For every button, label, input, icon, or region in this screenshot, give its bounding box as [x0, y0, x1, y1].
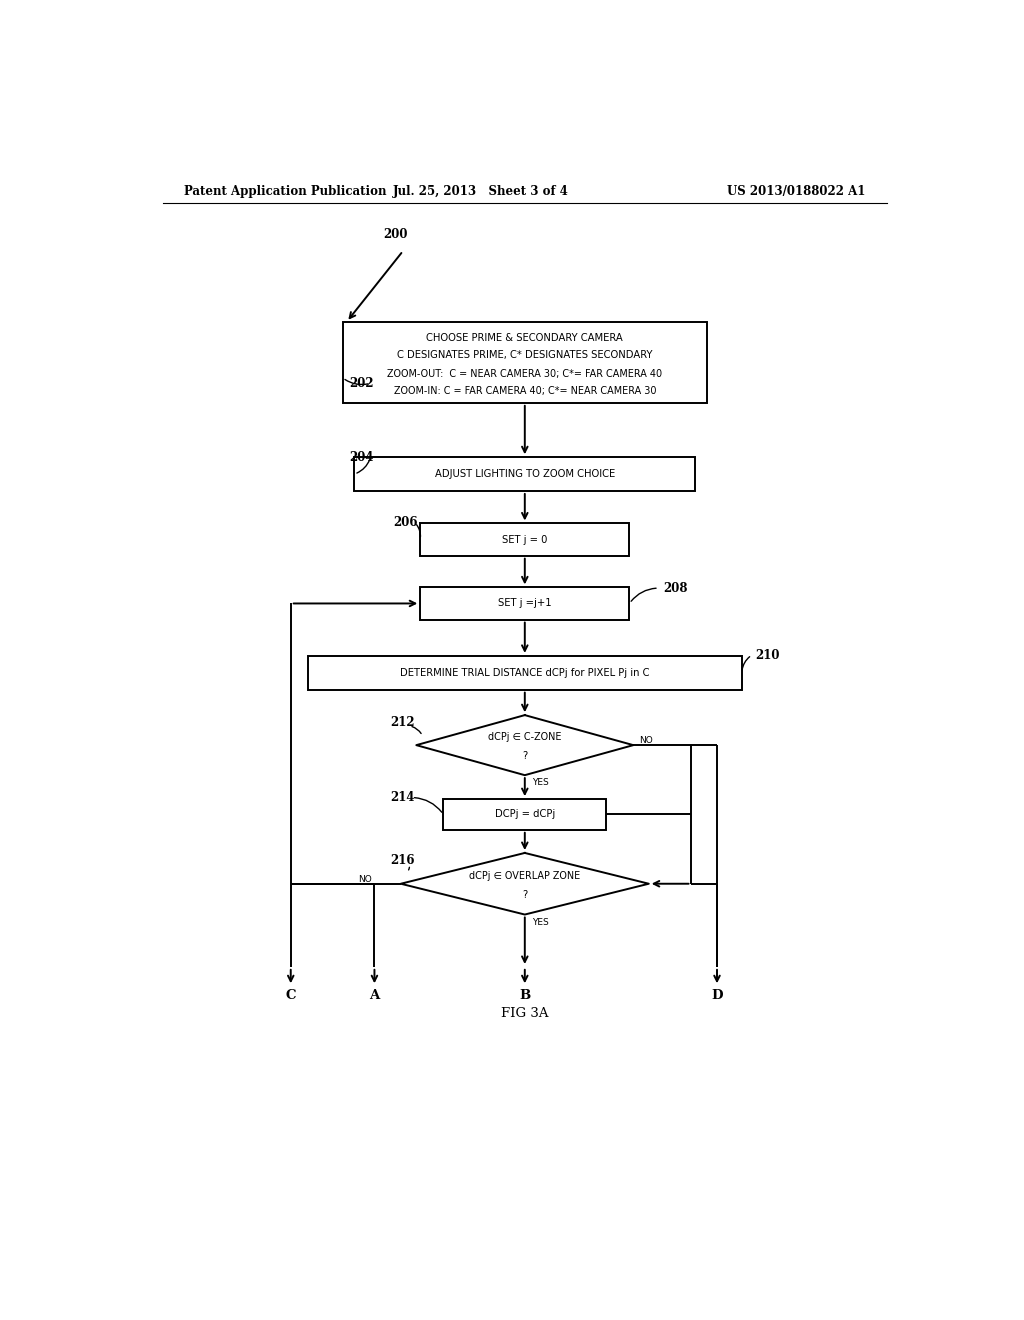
- Text: US 2013/0188022 A1: US 2013/0188022 A1: [727, 185, 866, 198]
- Text: 206: 206: [393, 516, 418, 529]
- Text: ZOOM-IN: C = FAR CAMERA 40; C*= NEAR CAMERA 30: ZOOM-IN: C = FAR CAMERA 40; C*= NEAR CAM…: [393, 385, 656, 396]
- Text: 202: 202: [349, 376, 374, 389]
- Text: NO: NO: [639, 737, 652, 744]
- FancyBboxPatch shape: [354, 457, 695, 491]
- Text: ?: ?: [522, 890, 527, 899]
- Text: A: A: [370, 989, 380, 1002]
- Text: NO: NO: [358, 875, 372, 883]
- Text: Jul. 25, 2013   Sheet 3 of 4: Jul. 25, 2013 Sheet 3 of 4: [392, 185, 568, 198]
- Text: ZOOM-OUT:  C = NEAR CAMERA 30; C*= FAR CAMERA 40: ZOOM-OUT: C = NEAR CAMERA 30; C*= FAR CA…: [387, 370, 663, 379]
- Text: YES: YES: [532, 779, 549, 787]
- Text: SET j = 0: SET j = 0: [502, 535, 548, 545]
- Text: Patent Application Publication: Patent Application Publication: [183, 185, 386, 198]
- Text: B: B: [519, 989, 530, 1002]
- Text: 210: 210: [756, 648, 780, 661]
- Text: C DESIGNATES PRIME, C* DESIGNATES SECONDARY: C DESIGNATES PRIME, C* DESIGNATES SECOND…: [397, 350, 652, 360]
- Text: 200: 200: [384, 228, 409, 240]
- FancyBboxPatch shape: [420, 587, 630, 619]
- FancyBboxPatch shape: [308, 656, 741, 689]
- Text: ?: ?: [522, 751, 527, 760]
- FancyBboxPatch shape: [443, 799, 606, 830]
- Text: dCPj ∈ C-ZONE: dCPj ∈ C-ZONE: [488, 733, 561, 742]
- Text: DETERMINE TRIAL DISTANCE dCPj for PIXEL Pj in C: DETERMINE TRIAL DISTANCE dCPj for PIXEL …: [400, 668, 649, 677]
- Text: C: C: [286, 989, 296, 1002]
- Text: 212: 212: [390, 715, 415, 729]
- Text: YES: YES: [532, 917, 549, 927]
- Text: dCPj ∈ OVERLAP ZONE: dCPj ∈ OVERLAP ZONE: [469, 871, 581, 880]
- Text: 204: 204: [349, 450, 374, 463]
- Text: CHOOSE PRIME & SECONDARY CAMERA: CHOOSE PRIME & SECONDARY CAMERA: [426, 333, 624, 343]
- Text: 214: 214: [390, 791, 415, 804]
- Text: FIG 3A: FIG 3A: [501, 1007, 549, 1019]
- Text: SET j =j+1: SET j =j+1: [498, 598, 552, 609]
- Text: ADJUST LIGHTING TO ZOOM CHOICE: ADJUST LIGHTING TO ZOOM CHOICE: [434, 469, 615, 479]
- FancyBboxPatch shape: [420, 524, 630, 556]
- Text: 208: 208: [663, 582, 687, 594]
- Text: 216: 216: [390, 854, 415, 867]
- FancyBboxPatch shape: [343, 322, 707, 403]
- Text: D: D: [712, 989, 723, 1002]
- Text: DCPj = dCPj: DCPj = dCPj: [495, 809, 555, 820]
